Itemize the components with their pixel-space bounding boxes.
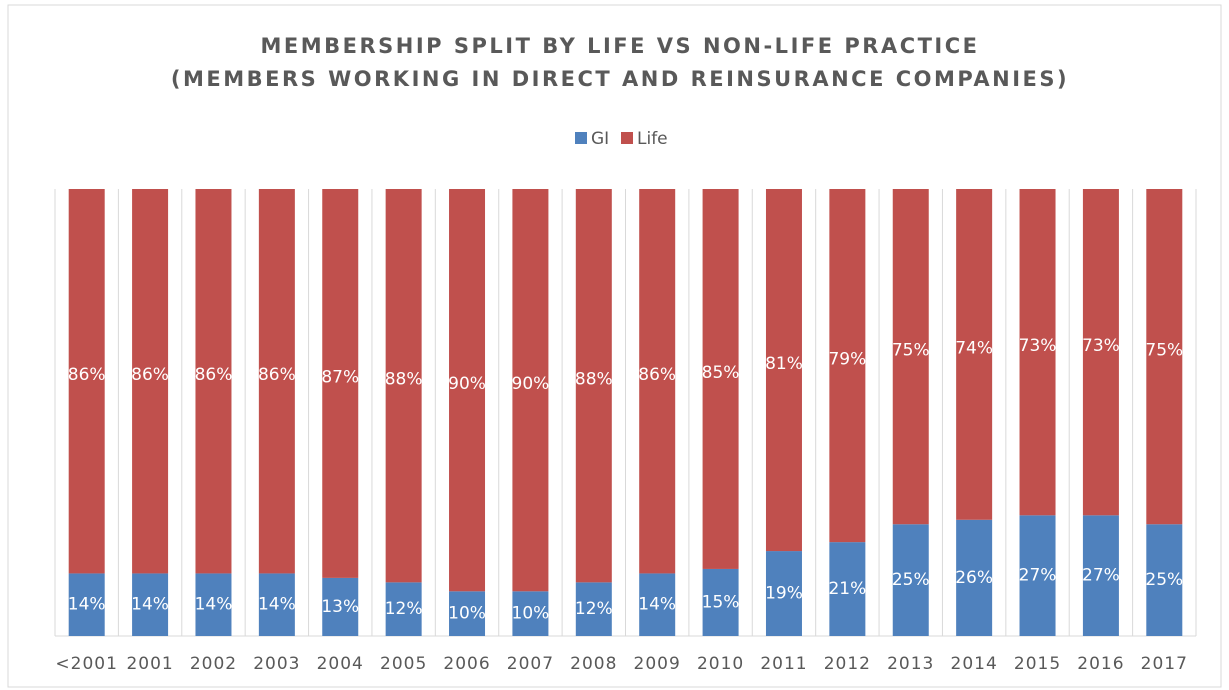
data-label: 26% <box>955 568 993 588</box>
bar-segment <box>385 582 422 636</box>
data-label: 19% <box>765 584 803 604</box>
x-tick-label: 2003 <box>253 654 300 674</box>
data-label: 88% <box>385 370 423 390</box>
bar-segment <box>258 189 295 574</box>
bar-segment <box>322 577 359 636</box>
data-label: 14% <box>68 595 106 615</box>
x-tick-label: 2014 <box>951 654 998 674</box>
data-label: 14% <box>258 595 296 615</box>
bar-segment <box>1019 515 1056 636</box>
bar-segment <box>449 591 486 636</box>
legend-swatch <box>621 132 633 144</box>
data-label: 21% <box>828 579 866 599</box>
data-label: 10% <box>512 604 550 624</box>
data-label: 14% <box>638 595 676 615</box>
bar-segment <box>892 189 929 525</box>
data-label: 10% <box>448 604 486 624</box>
data-label: 27% <box>1019 566 1057 586</box>
bar-segment <box>575 582 612 636</box>
data-label: 74% <box>955 338 993 358</box>
bar-segment <box>765 551 802 636</box>
bar-segment <box>639 573 676 636</box>
bar-segment <box>512 591 549 636</box>
data-label: 73% <box>1082 336 1120 356</box>
data-label: 73% <box>1019 336 1057 356</box>
bar-segment <box>322 189 359 578</box>
bar-segment <box>892 524 929 636</box>
x-tick-label: 2007 <box>507 654 554 674</box>
data-label: 25% <box>892 570 930 590</box>
data-label: 88% <box>575 370 613 390</box>
legend-label: GI <box>591 129 609 149</box>
bar-segment <box>449 189 486 592</box>
x-tick-label: 2017 <box>1141 654 1188 674</box>
bar-segment <box>829 189 866 543</box>
data-label: 14% <box>195 595 233 615</box>
x-tick-label: 2011 <box>760 654 807 674</box>
bar-segment <box>512 189 549 592</box>
bar-segment <box>765 189 802 552</box>
bar-segment <box>68 573 105 636</box>
data-label: 14% <box>131 595 169 615</box>
bar-segment <box>956 189 993 520</box>
bar-segment <box>68 189 105 574</box>
bar-segment <box>1019 189 1056 516</box>
data-label: 86% <box>258 365 296 385</box>
data-label: 85% <box>702 363 740 383</box>
bar-segment <box>956 519 993 636</box>
x-tick-label: <2001 <box>55 654 118 674</box>
x-tick-label: 2013 <box>887 654 934 674</box>
x-tick-label: 2004 <box>317 654 364 674</box>
data-label: 12% <box>575 599 613 619</box>
data-label: 27% <box>1082 566 1120 586</box>
bar-segment <box>385 189 422 583</box>
data-label: 81% <box>765 354 803 374</box>
data-label: 86% <box>638 365 676 385</box>
x-tick-label: 2009 <box>634 654 681 674</box>
data-label: 90% <box>448 374 486 394</box>
x-tick-label: 2016 <box>1077 654 1124 674</box>
bar-segment <box>639 189 676 574</box>
data-label: 75% <box>1145 341 1183 361</box>
bar-segment <box>1082 515 1119 636</box>
bar-segment <box>132 573 169 636</box>
x-tick-label: 2002 <box>190 654 237 674</box>
legend-swatch <box>575 132 587 144</box>
data-label: 15% <box>702 592 740 612</box>
bar-segment <box>258 573 295 636</box>
data-label: 86% <box>68 365 106 385</box>
bar-segment <box>702 568 739 636</box>
data-label: 79% <box>828 350 866 370</box>
bar-segment <box>702 189 739 569</box>
data-label: 75% <box>892 341 930 361</box>
x-tick-label: 2010 <box>697 654 744 674</box>
data-label: 13% <box>321 597 359 617</box>
chart-title: (MEMBERS WORKING IN DIRECT AND REINSURAN… <box>171 67 1069 91</box>
x-tick-label: 2001 <box>126 654 173 674</box>
data-label: 86% <box>131 365 169 385</box>
legend-label: Life <box>637 129 668 149</box>
data-label: 86% <box>195 365 233 385</box>
bar-segment <box>1146 524 1183 636</box>
bar-segment <box>195 189 232 574</box>
data-label: 12% <box>385 599 423 619</box>
x-tick-label: 2008 <box>570 654 617 674</box>
chart-title: MEMBERSHIP SPLIT BY LIFE VS NON-LIFE PRA… <box>260 34 979 58</box>
bar-segment <box>575 189 612 583</box>
x-tick-label: 2012 <box>824 654 871 674</box>
bar-segment <box>1146 189 1183 525</box>
x-tick-label: 2005 <box>380 654 427 674</box>
x-tick-label: 2006 <box>443 654 490 674</box>
bar-segment <box>1082 189 1119 516</box>
data-label: 87% <box>321 367 359 387</box>
data-label: 25% <box>1145 570 1183 590</box>
bar-segment <box>132 189 169 574</box>
bar-segment <box>829 542 866 636</box>
x-tick-label: 2015 <box>1014 654 1061 674</box>
bar-segment <box>195 573 232 636</box>
data-label: 90% <box>512 374 550 394</box>
